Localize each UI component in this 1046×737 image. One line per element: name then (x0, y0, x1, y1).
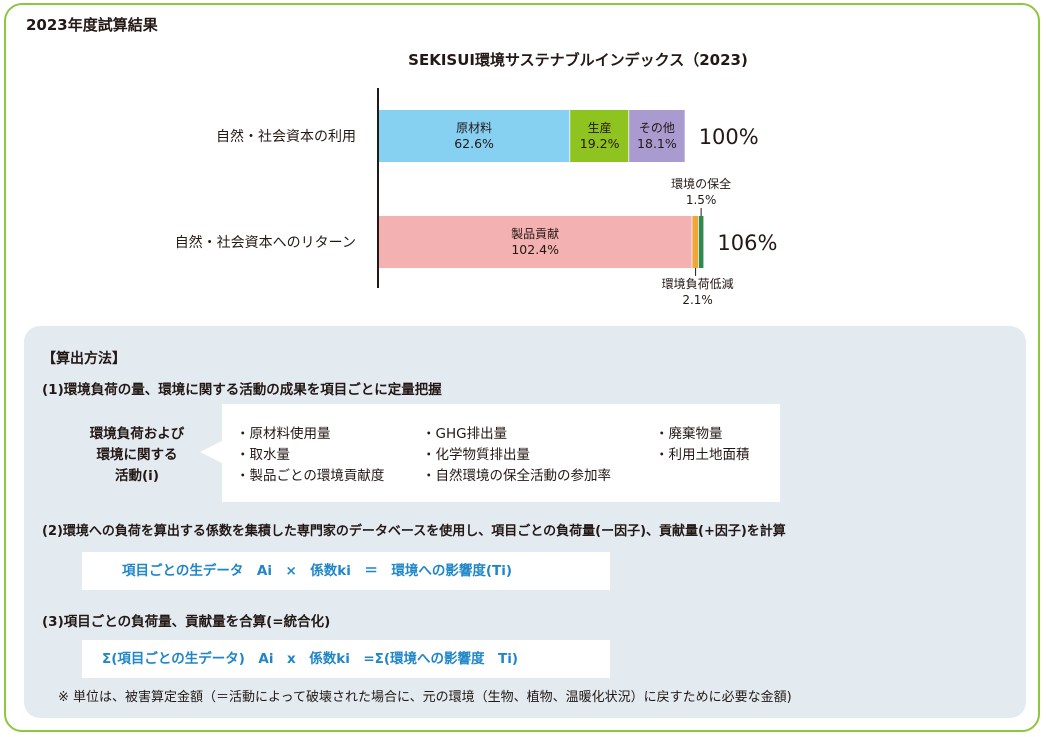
activities-label-line: 環境負荷および (89, 426, 185, 442)
item: ・化学物質排出量 (422, 447, 530, 463)
segment-name-label: 製品貢献 (511, 226, 559, 241)
bar-segment (570, 110, 630, 162)
bar-segment (692, 216, 699, 268)
step1-text: (1)環境負荷の量、環境に関する活動の成果を項目ごとに定量把握 (42, 382, 442, 398)
activities-label-line: 活動(i) (115, 468, 159, 484)
category-label: 自然・社会資本へのリターン (175, 234, 356, 251)
item: ・利用土地面積 (655, 447, 750, 463)
section-heading: 2023年度試算結果 (26, 16, 158, 34)
segment-name-label: 原材料 (456, 121, 492, 135)
activities-label: 環境負荷および 環境に関する 活動(i) (62, 424, 212, 487)
annotation-value: 1.5% (686, 193, 717, 207)
activities-label-line: 環境に関する (96, 447, 178, 463)
bar-segment (378, 110, 571, 162)
item: ・取水量 (236, 447, 290, 463)
item: ・自然環境の保全活動の参加率 (422, 468, 611, 484)
category-label: 自然・社会資本の利用 (216, 128, 356, 145)
bar-segment (378, 216, 693, 268)
item: ・廃棄物量 (655, 426, 723, 442)
segment-value-label: 102.4% (511, 242, 559, 257)
total-label: 106% (717, 231, 777, 255)
annotation-value: 2.1% (682, 293, 713, 307)
formula-1: 項目ごとの生データ Ai × 係数ki ＝ 環境への影響度(Ti) (82, 552, 610, 590)
segment-value-label: 18.1% (637, 136, 677, 151)
items-column-1: ・原材料使用量 ・取水量 ・製品ごとの環境貢献度 (236, 424, 384, 487)
step2-text: (2)環境への負荷を算出する係数を集積した専門家のデータベースを使用し、項目ごと… (42, 524, 786, 539)
callout-pointer (200, 441, 222, 463)
segment-value-label: 19.2% (580, 136, 620, 151)
segment-name-label: 生産 (588, 120, 612, 135)
bar-segment (698, 216, 704, 268)
total-label: 100% (699, 125, 759, 149)
item: ・製品ごとの環境貢献度 (236, 468, 385, 484)
items-column-2: ・GHG排出量 ・化学物質排出量 ・自然環境の保全活動の参加率 (422, 424, 611, 487)
method-title: 【算出方法】 (42, 351, 126, 367)
outer-frame (4, 3, 1040, 732)
segment-name-label: その他 (639, 121, 675, 135)
step3-text: (3)項目ごとの負荷量、貢献量を合算(=統合化) (42, 614, 331, 630)
unit-note: ※ 単位は、被害算定金額（＝活動によって破壊された場合に、元の環境（生物、植物、… (58, 690, 792, 705)
items-column-3: ・廃棄物量 ・利用土地面積 (655, 424, 750, 466)
formula-2: Σ(項目ごとの生データ) Ai x 係数ki =Σ(環境への影響度 Ti) (82, 640, 610, 678)
bar-segment (629, 110, 685, 162)
items-callout (222, 404, 780, 502)
annotation-name: 環境負荷低減 (662, 276, 734, 291)
segment-value-label: 62.6% (454, 136, 494, 151)
item: ・GHG排出量 (422, 426, 508, 442)
annotation-name: 環境の保全 (671, 176, 731, 191)
chart-title: SEKISUI環境サステナブルインデックス（2023) (408, 51, 748, 69)
item: ・原材料使用量 (236, 426, 331, 442)
